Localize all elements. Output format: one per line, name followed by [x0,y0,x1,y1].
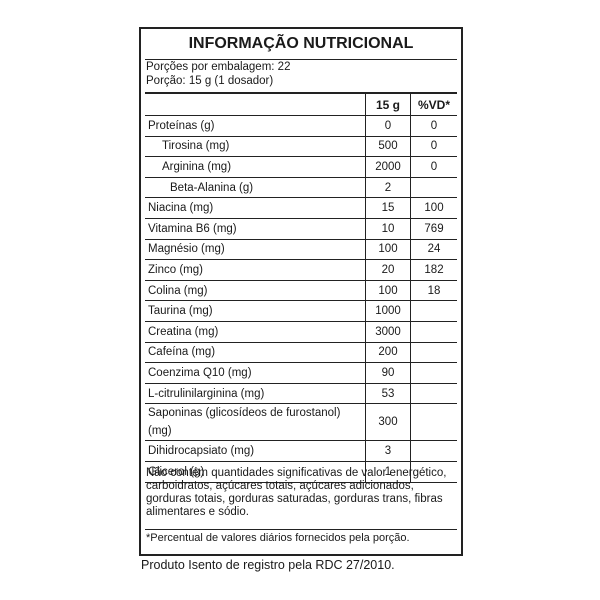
title: INFORMAÇÃO NUTRICIONAL [188,35,414,52]
value-cell [410,320,457,343]
servings: Porções por embalagem: 22 [146,61,291,73]
value-cell: 18 [410,279,457,302]
note: Não contém quantidades significativas de… [146,467,447,518]
divider [145,529,457,530]
value-cell [410,460,457,483]
table-row: Proteínas (g) 0 0 [145,115,457,137]
value-cell: 769 [410,217,457,240]
value-cell: 24 [410,238,457,261]
value-cell: 15 [365,197,411,219]
value-cell: 20 [365,259,411,281]
table-row: Cafeína (mg) 200 [145,341,457,364]
table-row: Coenzima Q10 (mg) 90 [145,362,457,384]
header-cell [145,92,366,116]
value-cell [410,440,457,462]
name-cell: Proteínas (g) [145,115,366,137]
value-cell [410,362,457,384]
value-cell: 182 [410,259,457,281]
table-row: Arginina (mg) 2000 0 [145,156,457,178]
servings: Porção: 15 g (1 dosador) [146,75,274,87]
value-cell: 3000 [365,320,411,343]
name-cell: Magnésio (mg) [145,238,366,261]
table-row: Colina (mg) 100 18 [145,279,457,302]
name-cell: Niacina (mg) [145,197,366,219]
value-cell: 3 [365,440,411,462]
value-cell: 100 [365,279,411,302]
header-row: 15 g %VD* [145,92,457,116]
table-row: Saponinas (glicosídeos de furostanol) (m… [145,403,457,442]
name-cell: Taurina (mg) [145,300,366,322]
value-cell [410,300,457,322]
table-row: Creatina (mg) 3000 [145,320,457,343]
value-cell: 0 [365,115,411,137]
name-cell: Saponinas (glicosídeos de furostanol) (m… [145,403,366,442]
value-cell: 100 [365,238,411,261]
nutrition-table: 15 g %VD* Proteínas (g) 0 0 Tirosina (mg) 50… [145,92,457,483]
value-cell: 1000 [365,300,411,322]
table-row: L-citrulinilarginina (mg) 53 [145,382,457,405]
footnote: *Percentual de valores diários fornecido… [146,532,410,544]
name-cell: Glicerol (g) [145,460,366,483]
divider [145,59,457,60]
table-row: Tirosina (mg) 500 0 [145,135,457,158]
name-cell: Tirosina (mg) [145,135,366,158]
table-row: Zinco (mg) 20 182 [145,259,457,281]
name-cell: Colina (mg) [145,279,366,302]
value-cell: 0 [410,135,457,158]
name-cell: Vitamina B6 (mg) [145,217,366,240]
value-cell [410,403,457,442]
value-cell: 2000 [365,156,411,178]
name-cell: Coenzima Q10 (mg) [145,362,366,384]
value-cell [410,382,457,405]
value-cell: 90 [365,362,411,384]
value-cell: 10 [365,217,411,240]
name-cell: L-citrulinilarginina (mg) [145,382,366,405]
table-row: Dihidrocapsiato (mg) 3 [145,440,457,462]
name-cell: Beta-Alanina (g) [145,176,366,199]
caption: Produto Isento de registro pela RDC 27/2… [141,558,395,572]
value-cell: 2 [365,176,411,199]
table-row: Magnésio (mg) 100 24 [145,238,457,261]
name-cell: Arginina (mg) [145,156,366,178]
value-cell: 500 [365,135,411,158]
table-row: Taurina (mg) 1000 [145,300,457,322]
name-cell: Dihidrocapsiato (mg) [145,440,366,462]
header-cell: 15 g [365,92,411,116]
table-row: Glicerol (g) 1 [145,460,457,483]
value-cell: 53 [365,382,411,405]
name-cell: Cafeína (mg) [145,341,366,364]
value-cell: 200 [365,341,411,364]
table-row: Niacina (mg) 15 100 [145,197,457,219]
name-cell: Creatina (mg) [145,320,366,343]
header-cell: %VD* [410,92,457,116]
value-cell: 0 [410,115,457,137]
nutrition-label: INFORMAÇÃO NUTRICIONAL Porções por embal… [139,27,463,556]
value-cell [410,176,457,199]
value-cell: 300 [365,403,411,442]
value-cell: 1 [365,460,411,483]
value-cell [410,341,457,364]
table-row: Beta-Alanina (g) 2 [145,176,457,199]
name-cell: Zinco (mg) [145,259,366,281]
value-cell: 100 [410,197,457,219]
value-cell: 0 [410,156,457,178]
table-row: Vitamina B6 (mg) 10 769 [145,217,457,240]
